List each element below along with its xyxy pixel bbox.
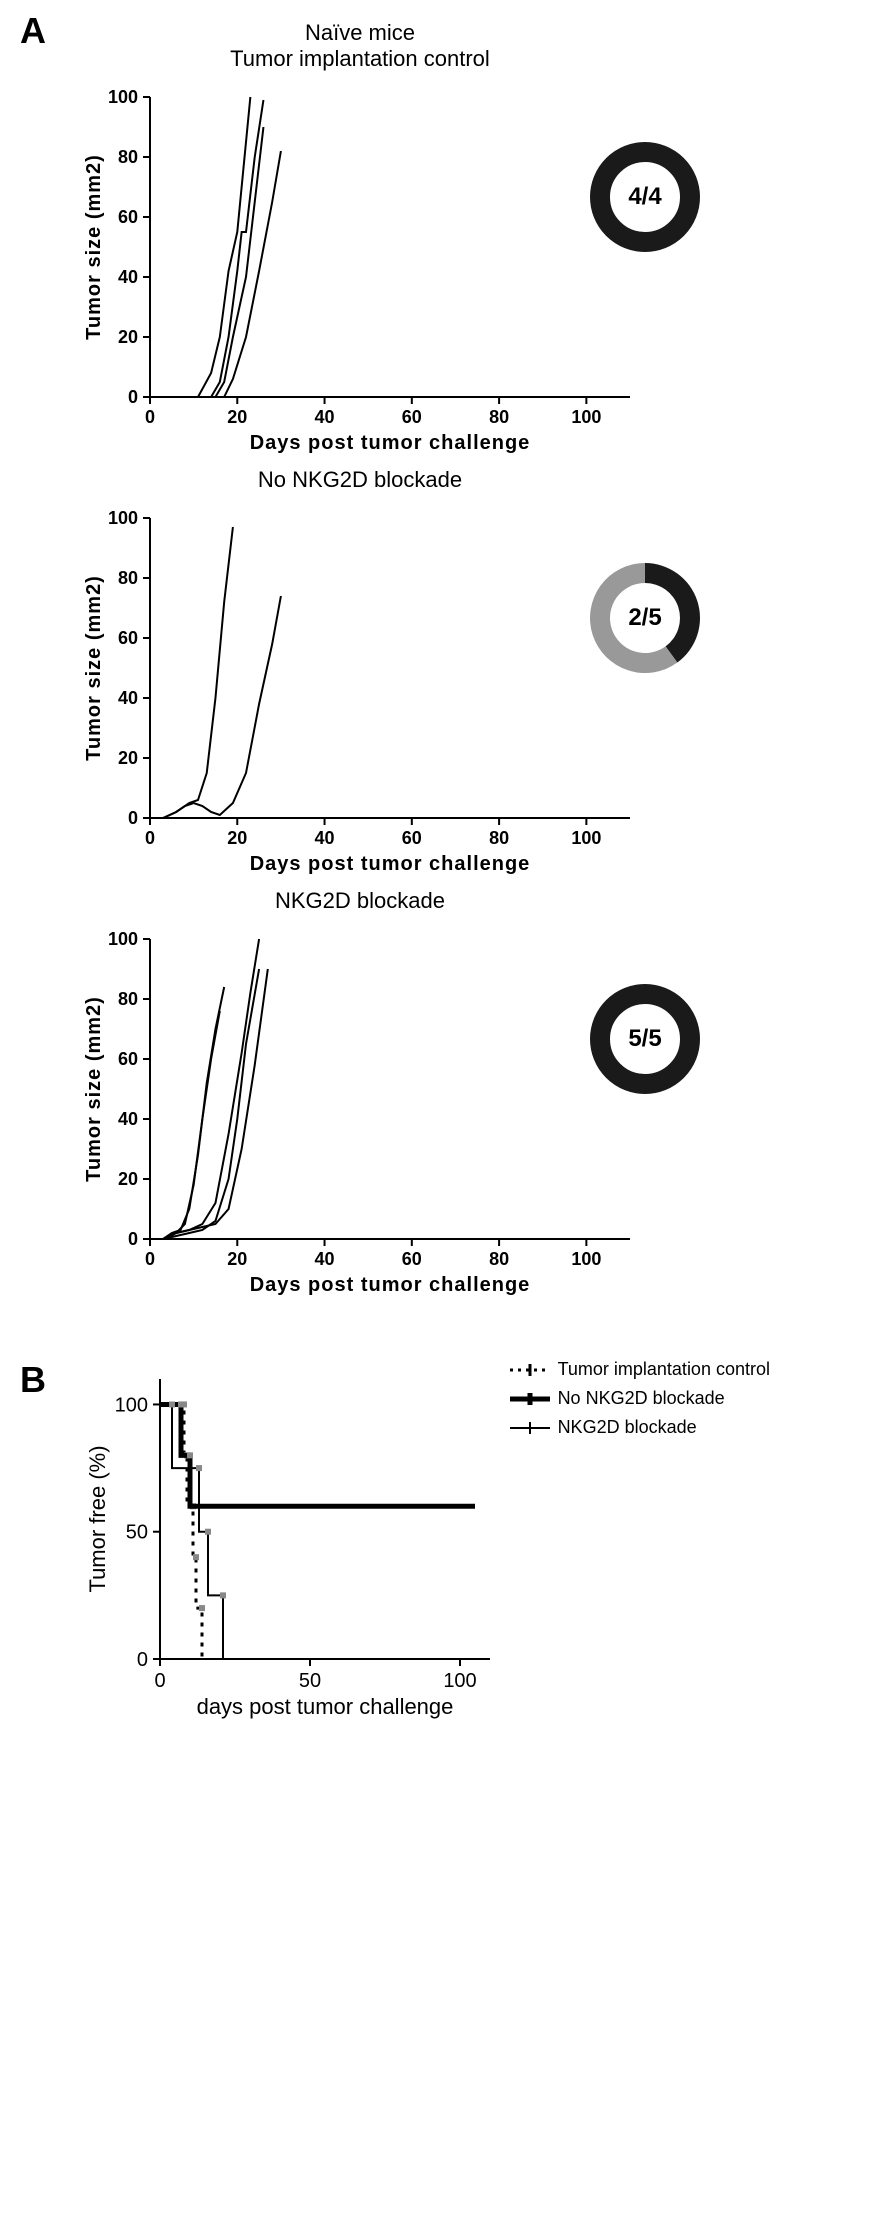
- svg-text:20: 20: [118, 748, 138, 768]
- chart-title: No NKG2D blockade: [80, 467, 640, 493]
- svg-text:60: 60: [118, 207, 138, 227]
- svg-text:Days post tumor challenge: Days post tumor challenge: [250, 853, 531, 875]
- svg-text:100: 100: [571, 1249, 601, 1269]
- svg-text:20: 20: [118, 327, 138, 347]
- svg-text:40: 40: [315, 828, 335, 848]
- svg-text:0: 0: [145, 828, 155, 848]
- svg-text:20: 20: [227, 407, 247, 427]
- legend-item: No NKG2D blockade: [510, 1388, 770, 1409]
- svg-text:80: 80: [118, 147, 138, 167]
- svg-text:0: 0: [154, 1670, 165, 1692]
- svg-text:0: 0: [137, 1649, 148, 1671]
- svg-text:80: 80: [118, 989, 138, 1009]
- svg-text:100: 100: [115, 1394, 148, 1416]
- svg-text:days post tumor challenge: days post tumor challenge: [197, 1694, 454, 1719]
- svg-text:0: 0: [128, 1229, 138, 1249]
- donut-chart: 5/5: [585, 979, 705, 1099]
- svg-text:50: 50: [299, 1670, 321, 1692]
- legend-item: Tumor implantation control: [510, 1359, 770, 1380]
- svg-text:60: 60: [402, 1249, 422, 1269]
- svg-text:Tumor size (mm2): Tumor size (mm2): [83, 996, 105, 1182]
- donut-label: 4/4: [628, 183, 661, 211]
- svg-text:60: 60: [402, 407, 422, 427]
- legend-label: Tumor implantation control: [558, 1359, 770, 1380]
- figure-container: A Naïve miceTumor implantation control02…: [20, 20, 893, 1724]
- svg-text:0: 0: [128, 387, 138, 407]
- svg-text:60: 60: [118, 1049, 138, 1069]
- svg-text:60: 60: [118, 628, 138, 648]
- svg-text:80: 80: [489, 1249, 509, 1269]
- panel-a-label: A: [20, 10, 46, 52]
- svg-text:20: 20: [227, 1249, 247, 1269]
- svg-text:50: 50: [126, 1522, 148, 1544]
- panel-b: B 050100050100days post tumor challengeT…: [20, 1369, 893, 1724]
- svg-text:0: 0: [145, 1249, 155, 1269]
- legend-item: NKG2D blockade: [510, 1417, 770, 1438]
- svg-text:Tumor size (mm2): Tumor size (mm2): [83, 575, 105, 761]
- svg-text:100: 100: [108, 87, 138, 107]
- svg-text:80: 80: [489, 828, 509, 848]
- survival-legend: Tumor implantation control No NKG2D block…: [510, 1359, 770, 1446]
- donut-label: 2/5: [628, 604, 661, 632]
- growth-chart-0: Naïve miceTumor implantation control 0 20 4…: [80, 20, 893, 467]
- donut-chart: 2/5: [585, 558, 705, 678]
- donut-chart: 4/4: [585, 137, 705, 257]
- chart-area: 0 20 40 60 80 100 0 20 40 60 80 100 Days post tumor …: [80, 87, 640, 467]
- donut-label: 5/5: [628, 1025, 661, 1053]
- svg-text:Days post tumor challenge: Days post tumor challenge: [250, 432, 531, 454]
- growth-chart-1: No NKG2D blockade 0 20 40 60 80 100 0 20 40 60 80 10…: [80, 467, 893, 888]
- svg-text:80: 80: [118, 568, 138, 588]
- svg-text:60: 60: [402, 828, 422, 848]
- svg-text:0: 0: [128, 808, 138, 828]
- svg-text:Tumor size (mm2): Tumor size (mm2): [83, 154, 105, 340]
- chart-area: 0 20 40 60 80 100 0 20 40 60 80 100 Days post tumor …: [80, 508, 640, 888]
- svg-text:80: 80: [489, 407, 509, 427]
- svg-text:100: 100: [571, 407, 601, 427]
- growth-chart-2: NKG2D blockade 0 20 40 60 80 100 0 20 40 60 80 100 Da…: [80, 888, 893, 1309]
- svg-text:40: 40: [315, 407, 335, 427]
- svg-text:100: 100: [443, 1670, 476, 1692]
- legend-label: NKG2D blockade: [558, 1417, 697, 1438]
- chart-area: 0 20 40 60 80 100 0 20 40 60 80 100 Days post tumor …: [80, 929, 640, 1309]
- svg-text:40: 40: [315, 1249, 335, 1269]
- svg-text:100: 100: [108, 929, 138, 949]
- svg-text:Days post tumor challenge: Days post tumor challenge: [250, 1274, 531, 1296]
- svg-text:100: 100: [571, 828, 601, 848]
- panel-b-label: B: [20, 1359, 46, 1401]
- svg-text:20: 20: [118, 1169, 138, 1189]
- survival-chart-wrapper: 050100050100days post tumor challengeTum…: [80, 1369, 540, 1724]
- svg-text:40: 40: [118, 267, 138, 287]
- chart-title: Naïve miceTumor implantation control: [80, 20, 640, 72]
- svg-text:100: 100: [108, 508, 138, 528]
- chart-title: NKG2D blockade: [80, 888, 640, 914]
- svg-text:Tumor free (%): Tumor free (%): [85, 1445, 110, 1592]
- svg-text:20: 20: [227, 828, 247, 848]
- svg-text:0: 0: [145, 407, 155, 427]
- panel-a: A Naïve miceTumor implantation control02…: [20, 20, 893, 1309]
- svg-text:40: 40: [118, 688, 138, 708]
- svg-text:40: 40: [118, 1109, 138, 1129]
- legend-label: No NKG2D blockade: [558, 1388, 725, 1409]
